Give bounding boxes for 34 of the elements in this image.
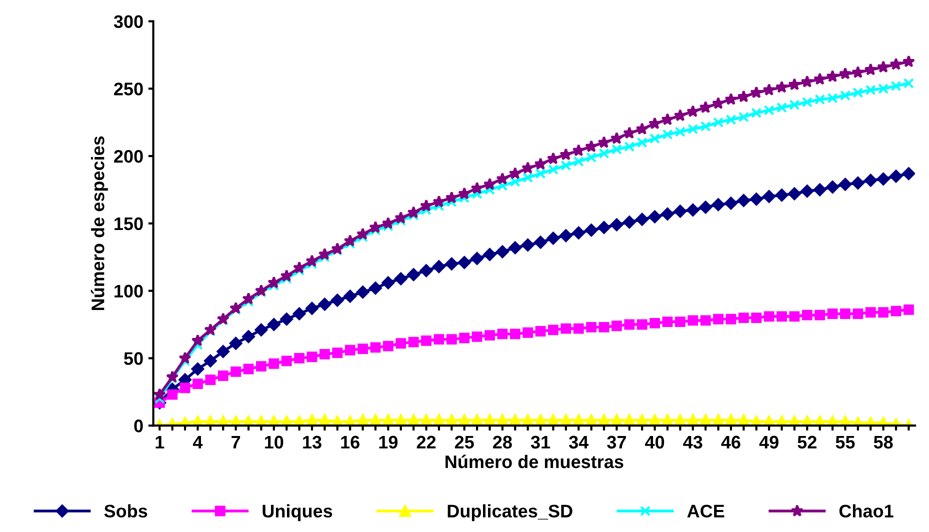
x-axis-title: Número de muestras [446, 454, 624, 468]
x-tick-label: 40 [645, 436, 664, 449]
x-tick-label: 25 [454, 436, 474, 449]
x-tick-label: 1 [156, 436, 164, 448]
y-tick-label: 300 [114, 15, 143, 28]
x-tick-label: 31 [530, 436, 550, 449]
y-axis-title: Número de especies [90, 136, 108, 310]
x-tick-label: 46 [721, 436, 740, 449]
x-tick-label: 49 [759, 436, 778, 449]
x-tick-label: 37 [607, 436, 626, 449]
x-tick-label: 19 [379, 436, 398, 449]
y-tick-label: 150 [114, 217, 143, 230]
x-tick-label: 34 [568, 436, 589, 449]
legend-label: Chao1 [839, 504, 894, 518]
y-tick-label: 200 [114, 150, 143, 163]
x-tick-label: 22 [416, 436, 436, 448]
x-tick-label: 43 [683, 436, 702, 449]
x-tick-label: 7 [232, 436, 240, 448]
legend-label: ACE [687, 504, 724, 518]
x-tick-label: 55 [836, 436, 855, 449]
y-tick-label: 100 [114, 284, 143, 298]
y-tick-label: 250 [114, 82, 143, 96]
y-tick-label: 0 [134, 420, 143, 432]
x-tick-label: 13 [303, 436, 322, 449]
legend-label: Uniques [262, 504, 332, 522]
x-tick-label: 28 [493, 436, 512, 449]
legend-label: Duplicates_SD [448, 504, 572, 522]
x-tick-label: 58 [874, 436, 893, 449]
y-tick-label: 50 [124, 352, 143, 365]
x-tick-label: 4 [192, 436, 203, 448]
x-tick-label: 52 [798, 436, 816, 449]
legend-label: Sobs [104, 504, 148, 518]
x-tick-label: 10 [264, 436, 284, 449]
x-tick-label: 16 [341, 436, 360, 449]
